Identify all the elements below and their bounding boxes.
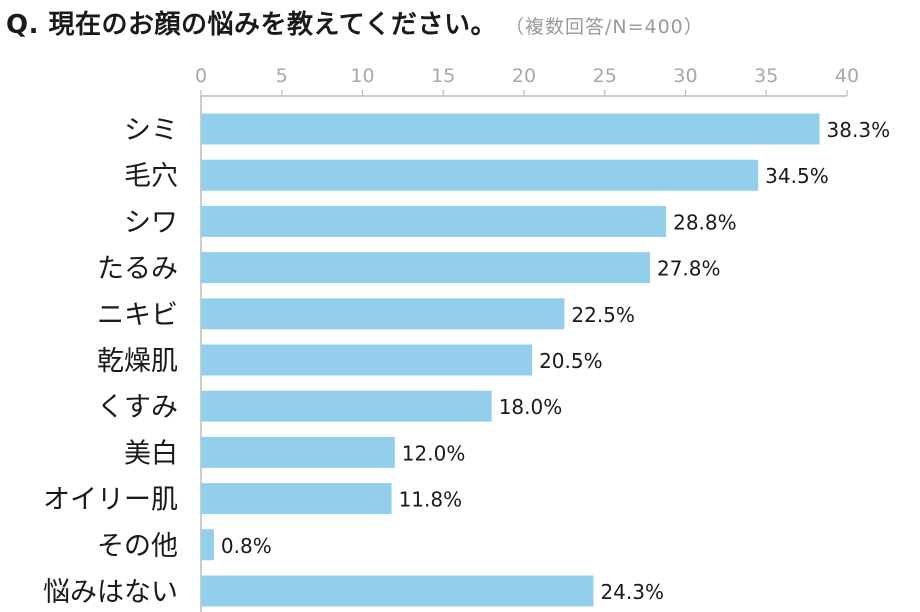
bar-9 (201, 483, 392, 515)
category-label: オイリー肌 (43, 485, 178, 516)
value-label: 18.0% (499, 395, 563, 419)
value-label: 0.8% (221, 534, 272, 558)
category-label: くすみ (97, 392, 178, 423)
chart-title: Q. 現在のお顔の悩みを教えてください。 (6, 10, 497, 40)
bar-10 (201, 529, 214, 561)
x-tick-label: 15 (431, 65, 455, 87)
value-label: 34.5% (765, 164, 829, 188)
category-label: たるみ (97, 254, 178, 285)
bar-11 (201, 575, 594, 607)
bar-3 (201, 205, 667, 237)
x-tick-label: 0 (195, 65, 207, 87)
category-label: 乾燥肌 (97, 346, 178, 377)
chart-title-row: Q. 現在のお顔の悩みを教えてください。 （複数回答/N=400） (6, 4, 704, 44)
value-label: 27.8% (657, 257, 721, 281)
x-tick-label: 25 (593, 65, 617, 87)
bar-2 (201, 159, 759, 191)
value-label: 20.5% (539, 349, 603, 373)
category-label: 美白 (124, 438, 178, 469)
bar-6 (201, 344, 533, 376)
bar-8 (201, 436, 395, 468)
category-label: その他 (97, 531, 178, 562)
x-tick-label: 35 (754, 65, 778, 87)
x-tick-label: 40 (835, 65, 859, 87)
value-label: 38.3% (827, 118, 891, 142)
category-label: 毛穴 (124, 161, 178, 192)
category-label: 悩みはない (43, 577, 178, 608)
bar-5 (201, 298, 565, 330)
bar-7 (201, 390, 492, 422)
value-label: 12.0% (402, 441, 466, 465)
value-label: 24.3% (600, 580, 664, 604)
x-tick-label: 5 (276, 65, 288, 87)
x-tick-label: 20 (512, 65, 536, 87)
value-label: 28.8% (673, 210, 737, 234)
bar-1 (201, 113, 820, 145)
x-tick-label: 10 (350, 65, 374, 87)
value-label: 11.8% (399, 488, 463, 512)
value-label: 22.5% (571, 303, 635, 327)
category-label: シワ (124, 207, 178, 238)
chart-subtitle: （複数回答/N=400） (504, 16, 704, 38)
x-tick-label: 30 (673, 65, 697, 87)
category-label: シミ (124, 115, 178, 146)
category-label: ニキビ (97, 300, 178, 331)
bar-4 (201, 252, 650, 284)
